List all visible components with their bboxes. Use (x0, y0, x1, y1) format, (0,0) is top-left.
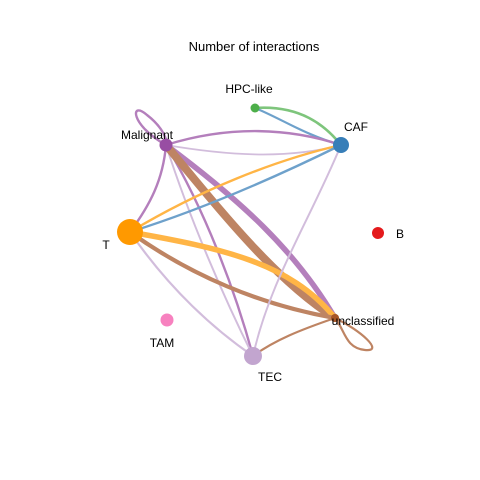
edge-unclassified-caf (335, 145, 350, 318)
edge-tec-malignant (165, 144, 254, 357)
edge-t-caf (128, 143, 343, 234)
node-caf (333, 137, 349, 153)
edge-unclassified-t (127, 229, 338, 321)
edge-malignant-self (134, 109, 168, 147)
edge-unclassified-tec (251, 316, 337, 358)
edge-unclassified-malignant (162, 141, 339, 322)
diagram-title: Number of interactions (189, 39, 320, 54)
edge-t-tec (128, 230, 255, 358)
edge-hpc-caf (253, 106, 343, 147)
edge-t-unclassified (127, 229, 338, 321)
label-caf: CAF (344, 120, 368, 134)
nodes-layer (117, 103, 384, 365)
node-t (117, 219, 143, 245)
node-b (372, 227, 384, 239)
edge-caf-t (128, 143, 343, 234)
label-tec: TEC (258, 370, 282, 384)
edge-malignant-t (128, 143, 168, 234)
label-tam: TAM (150, 336, 174, 350)
label-malignant: Malignant (121, 128, 174, 142)
labels-layer: HPC-like CAF B unclassified TEC TAM T Ma… (102, 82, 404, 384)
node-tam (160, 313, 174, 327)
label-t: T (102, 238, 110, 252)
edge-caf-malignant (165, 144, 342, 156)
node-tec (244, 347, 262, 365)
edge-malignant-caf (164, 129, 343, 147)
edges-layer (127, 106, 374, 358)
edge-tec-caf (252, 144, 342, 357)
edge-unclassified-self (333, 316, 374, 352)
node-unclassified (331, 314, 339, 322)
label-b: B (396, 227, 404, 241)
node-malignant (159, 138, 173, 152)
edge-malignant-unclassified (163, 142, 338, 321)
label-hpc-like: HPC-like (225, 82, 273, 96)
node-hpc-like (250, 103, 260, 113)
label-unclassified: unclassified (332, 314, 395, 328)
